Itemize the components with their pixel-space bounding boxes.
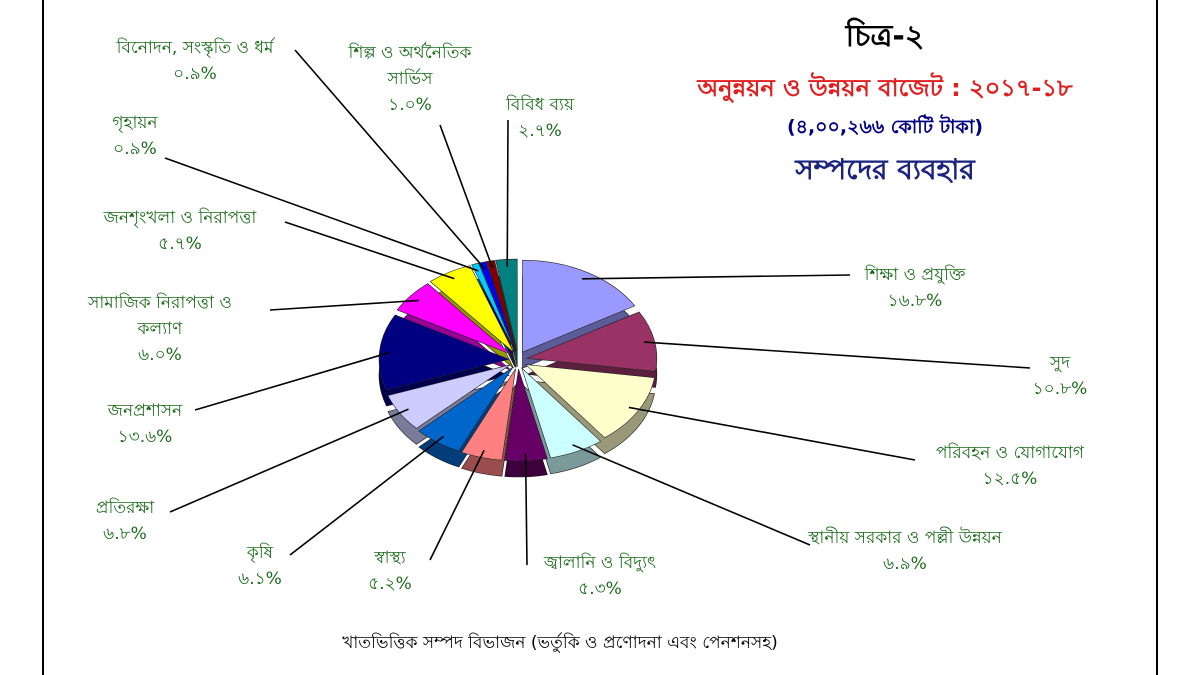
category-label: বিনোদন, সংস্কৃতি ও ধর্ম <box>116 38 274 58</box>
value-label: ৬.৯% <box>883 554 927 574</box>
category-label: স্থানীয় সরকার ও পল্লী উন্নয়ন <box>808 528 1002 548</box>
chart-heading: সম্পদের ব্যবহার <box>795 153 975 186</box>
category-label: শিক্ষা ও প্রযুক্তি <box>864 265 966 285</box>
slice <box>526 311 658 372</box>
value-label: ১২.৫% <box>982 469 1038 489</box>
slice-label: স্বাস্থ্য ৫.২% <box>340 545 440 597</box>
total-label: (৪,০০,২৬৬ কোটি টাকা) <box>786 116 984 138</box>
chart-title: চিত্র-২ <box>845 19 925 54</box>
value-label: ৫.৩% <box>578 579 622 599</box>
slice <box>495 258 518 352</box>
slice-label: শিক্ষা ও প্রযুক্তি ১৬.৮% <box>835 262 995 314</box>
caption: খাতভিত্তিক সম্পদ বিভাজন (ভর্তুকি ও প্রণো… <box>342 633 778 653</box>
value-label: ১৬.৮% <box>887 291 943 311</box>
slice-label: বিবিধ ব্যয় ২.৭% <box>490 92 590 144</box>
slice-label: বিনোদন, সংস্কৃতি ও ধর্ম ০.৯% <box>90 35 300 87</box>
leader-line <box>169 408 409 513</box>
category-label: গৃহায়ন <box>112 113 158 133</box>
slice-label: পরিবহন ও যোগাযোগ ১২.৫% <box>910 440 1110 492</box>
value-label: ৬.১% <box>238 569 282 589</box>
category-label: সুদ <box>1049 353 1071 373</box>
slice-label: গৃহায়ন ০.৯% <box>75 110 195 162</box>
leader-line <box>269 299 419 311</box>
category-label: শিল্প ও অর্থনৈতিক সার্ভিস <box>348 43 472 89</box>
slice-label: স্থানীয় সরকার ও পল্লী উন্নয়ন ৬.৯% <box>805 525 1005 577</box>
value-label: ১.০% <box>388 95 432 115</box>
leader-line <box>284 221 455 280</box>
value-label: ১৩.৬% <box>117 427 173 447</box>
category-label: পরিবহন ও যোগাযোগ <box>935 443 1084 463</box>
category-label: কৃষি <box>246 543 274 563</box>
slice <box>524 364 655 439</box>
category-label: জ্বালানি ও বিদ্যুৎ <box>543 553 657 573</box>
value-label: ২.৭% <box>518 121 562 141</box>
slice-label: প্রতিরক্ষা ৬.৮% <box>60 495 190 547</box>
leader-line <box>582 274 851 280</box>
slice-label: জনশৃংখলা ও নিরাপত্তা ৫.৭% <box>75 205 285 257</box>
leader-line <box>294 49 486 270</box>
slice-label: সুদ ১০.৮% <box>1000 350 1120 402</box>
slice-label: শিল্প ও অর্থনৈতিক সার্ভিস ১.০% <box>330 40 490 118</box>
value-label: ৫.৭% <box>158 234 202 254</box>
category-label: জনপ্রশাসন <box>107 401 183 421</box>
leader-line <box>289 435 445 556</box>
slice <box>522 259 636 353</box>
category-label: প্রতিরক্ষা <box>95 498 155 518</box>
slice-label: সামাজিক নিরাপত্তা ও কল্যাণ ৬.০% <box>65 290 255 368</box>
category-label: বিবিধ ব্যয় <box>506 95 574 115</box>
leader-line <box>439 124 494 269</box>
leader-line <box>429 449 485 561</box>
leader-line <box>572 444 811 546</box>
leader-line <box>164 157 479 272</box>
slice <box>471 262 516 352</box>
category-label: সামাজিক নিরাপত্তা ও কল্যাণ <box>88 293 232 339</box>
value-label: ১০.৮% <box>1032 379 1088 399</box>
slice <box>521 367 602 459</box>
leader-line <box>644 341 1031 369</box>
leader-line <box>524 453 528 566</box>
chart-subtitle: অনুন্নয়ন ও উন্নয়ন বাজেট : ২০১৭-১৮ <box>697 74 1073 102</box>
slice <box>378 314 511 391</box>
leader-line <box>628 406 916 461</box>
category-label: জনশৃংখলা ও নিরাপত্তা <box>103 208 257 228</box>
value-label: ০.৯% <box>113 139 157 159</box>
leader-line <box>194 351 391 411</box>
slice-label: জনপ্রশাসন ১৩.৬% <box>85 398 205 450</box>
slice-label: কৃষি ৬.১% <box>220 540 300 592</box>
value-label: ০.৯% <box>173 64 217 84</box>
leader-line <box>506 119 509 267</box>
category-label: স্বাস্থ্য <box>374 548 406 568</box>
value-label: ৫.২% <box>368 574 412 594</box>
slice <box>418 367 514 452</box>
slice <box>429 265 514 353</box>
slice <box>396 283 512 355</box>
value-label: ৬.০% <box>138 345 182 365</box>
slice-label: জ্বালানি ও বিদ্যুৎ ৫.৩% <box>520 550 680 602</box>
value-label: ৬.৮% <box>103 524 147 544</box>
